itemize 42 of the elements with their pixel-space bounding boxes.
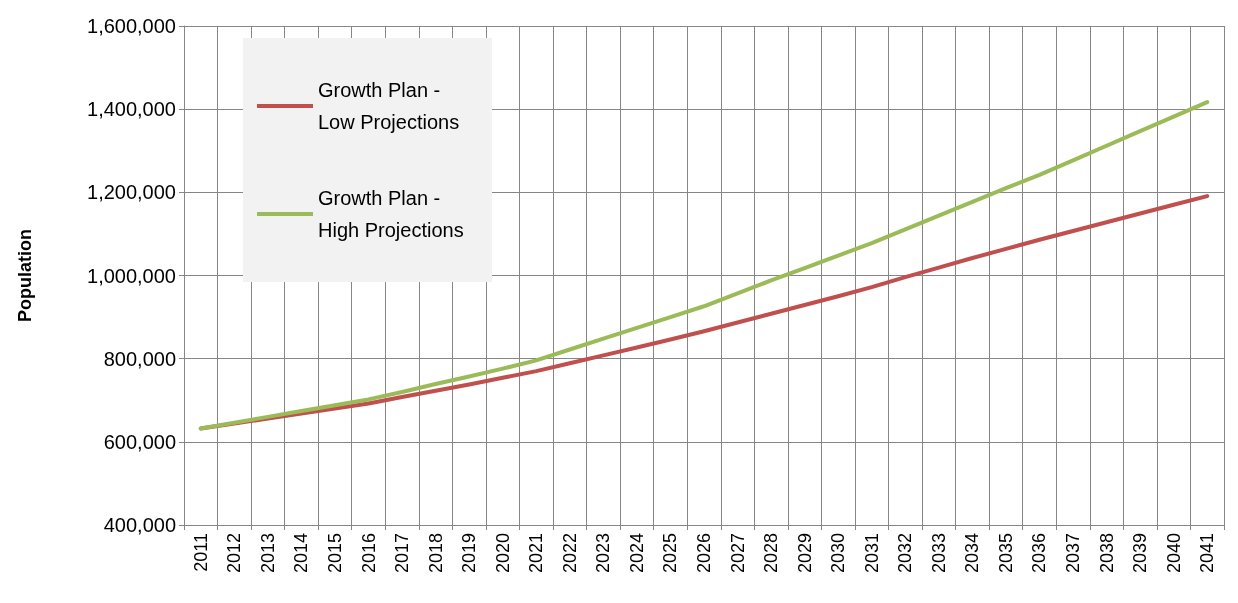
y-axis-title: Population bbox=[15, 229, 35, 322]
x-tick-label: 2019 bbox=[459, 533, 480, 574]
x-tick-label: 2027 bbox=[727, 533, 748, 574]
x-tick-label: 2012 bbox=[224, 533, 245, 574]
y-tick-label: 600,000 bbox=[103, 430, 176, 453]
x-tick-label: 2036 bbox=[1029, 533, 1050, 574]
x-tick-label: 2032 bbox=[895, 533, 916, 574]
x-tick-label: 2021 bbox=[526, 533, 547, 574]
x-tick-label: 2033 bbox=[928, 533, 949, 574]
x-tick-label: 2038 bbox=[1096, 533, 1117, 574]
y-tick-label: 1,200,000 bbox=[87, 181, 176, 204]
x-tick-label: 2039 bbox=[1130, 533, 1151, 574]
y-tick-label: 1,600,000 bbox=[87, 15, 176, 37]
y-tick-label: 1,000,000 bbox=[87, 264, 176, 287]
y-tick-label: 1,400,000 bbox=[87, 98, 176, 121]
x-tick-label: 2037 bbox=[1063, 533, 1084, 574]
x-tick-label: 2025 bbox=[660, 533, 681, 574]
x-tick-label: 2023 bbox=[593, 533, 614, 574]
x-tick-label: 2022 bbox=[559, 533, 580, 574]
x-tick-label: 2029 bbox=[794, 533, 815, 574]
legend-label: Growth Plan - High Projections bbox=[318, 187, 464, 241]
x-tick-label: 2030 bbox=[828, 533, 849, 574]
x-tick-label: 2018 bbox=[425, 533, 446, 574]
x-tick-label: 2013 bbox=[257, 533, 278, 574]
y-tick-label: 800,000 bbox=[103, 347, 176, 370]
x-tick-label: 2015 bbox=[324, 533, 345, 574]
x-tick-label: 2034 bbox=[962, 533, 983, 574]
y-tick-label: 400,000 bbox=[103, 514, 176, 536]
x-tick-label: 2014 bbox=[291, 533, 312, 574]
x-tick-label: 2011 bbox=[190, 533, 211, 572]
x-tick-label: 2017 bbox=[392, 533, 413, 574]
x-tick-label: 2016 bbox=[358, 533, 379, 574]
x-tick-label: 2024 bbox=[626, 533, 647, 574]
legend-label: Growth Plan - Low Projections bbox=[318, 79, 460, 133]
x-tick-label: 2035 bbox=[995, 533, 1016, 574]
x-tick-label: 2031 bbox=[861, 533, 882, 574]
line-series bbox=[198, 100, 1210, 431]
x-tick-label: 2041 bbox=[1197, 533, 1218, 574]
x-tick-label: 2040 bbox=[1163, 533, 1184, 574]
x-tick-label: 2028 bbox=[761, 533, 782, 574]
x-tick-label: 2020 bbox=[492, 533, 513, 574]
x-tick-label: 2026 bbox=[694, 533, 714, 574]
